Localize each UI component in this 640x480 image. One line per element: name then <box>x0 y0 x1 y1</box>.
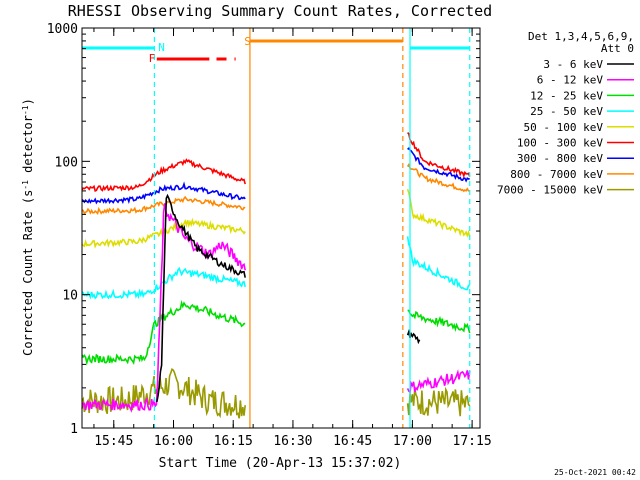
series-line <box>156 193 246 403</box>
x-tick-label: 16:45 <box>333 434 372 449</box>
series-300-800-kev <box>81 147 470 205</box>
markers-layer: NF S <box>82 28 471 428</box>
x-tick-label: 15:45 <box>94 434 133 449</box>
series-800-7000-kev <box>81 162 470 216</box>
series-line <box>406 369 471 395</box>
marker-label-n: N <box>158 41 165 54</box>
series-line <box>81 368 246 419</box>
x-axis-label: Start Time (20-Apr-13 15:37:02) <box>159 456 402 471</box>
series-line <box>81 203 246 413</box>
y-tick-label: 1000 <box>47 22 78 37</box>
series-6-12-kev <box>81 203 471 413</box>
x-tick-label: 16:30 <box>273 434 312 449</box>
series-line <box>406 188 471 238</box>
series-line <box>81 158 246 192</box>
legend-header: Det 1,3,4,5,6,9, <box>528 30 634 43</box>
marker-label-f: F <box>149 52 156 65</box>
legend-entry-label: 7000 - 15000 keV <box>497 184 603 197</box>
series-line <box>81 195 246 216</box>
legend: Det 1,3,4,5,6,9,Att 0 3 - 6 keV 6 - 12 keV… <box>497 30 634 197</box>
marker-label-s: S <box>244 35 251 48</box>
series-line <box>406 236 471 291</box>
series-line <box>406 328 421 345</box>
x-tick-label: 17:15 <box>453 434 492 449</box>
series-line <box>81 181 246 205</box>
series-100-300-kev <box>81 132 471 192</box>
legend-header: Att 0 <box>601 42 634 55</box>
y-tick-label: 1 <box>70 422 78 437</box>
x-tick-label: 16:00 <box>154 434 193 449</box>
legend-entry-label: 800 - 7000 keV <box>510 168 603 181</box>
x-tick-label: 16:15 <box>214 434 253 449</box>
series-line <box>407 309 471 334</box>
legend-entry-label: 300 - 800 keV <box>517 152 603 165</box>
series-line <box>407 132 471 179</box>
legend-entry-label: 100 - 300 keV <box>517 137 603 150</box>
series-line <box>406 162 470 193</box>
series-25-50-kev <box>81 236 471 300</box>
series-3-6-kev <box>156 193 421 403</box>
legend-entry-label: 50 - 100 keV <box>524 121 604 134</box>
legend-entry-label: 12 - 25 keV <box>530 89 603 102</box>
axes-layer: 1 10 100 1000 15:45 16:00 16:15 16:30 16:45 17:00… <box>47 22 492 449</box>
y-axis-label: Corrected Count Rate (s-1 detector-1) <box>21 98 36 356</box>
legend-entry-label: 25 - 50 keV <box>530 105 603 118</box>
y-tick-label: 100 <box>55 155 78 170</box>
legend-entry-label: 3 - 6 keV <box>543 58 603 71</box>
series-7000-15000-kev <box>81 368 471 419</box>
series-line <box>407 147 470 183</box>
chart-title: RHESSI Observing Summary Count Rates, Co… <box>68 2 492 20</box>
date-stamp: 25-Oct-2021 00:42 <box>554 468 636 477</box>
x-tick-label: 17:00 <box>393 434 432 449</box>
series-layer <box>81 132 471 419</box>
plot-frame <box>81 27 481 429</box>
y-tick-label: 10 <box>62 289 78 304</box>
series-line <box>406 386 471 417</box>
legend-entry-label: 6 - 12 keV <box>537 74 604 87</box>
